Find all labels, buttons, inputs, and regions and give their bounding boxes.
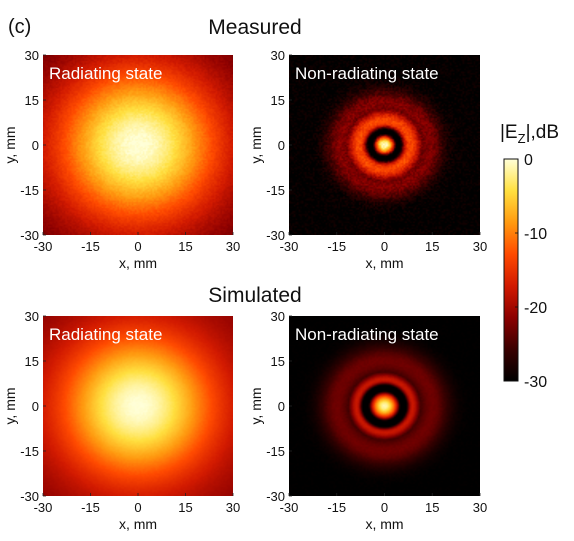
x-tick-label: 15 xyxy=(425,239,439,254)
heatmap-simulated-radiating: Radiating state -30 -15 0 15 30 30 15 0 -15 -30 x, … xyxy=(2,309,240,532)
y-tick-label: -30 xyxy=(266,489,285,504)
x-axis-label: x, mm xyxy=(365,516,403,532)
colorbar-tick-label: 0 xyxy=(524,152,533,169)
x-tick-label: 30 xyxy=(226,239,240,254)
x-tick-label: -15 xyxy=(81,239,100,254)
heatmap-measured-radiating: Radiating state -30 -15 0 15 30 30 15 0 -15 -30 x, … xyxy=(2,48,240,271)
colorbar-label-main: |E xyxy=(500,122,518,143)
x-tick-label: -30 xyxy=(34,500,53,515)
y-axis-label: y, mm xyxy=(2,387,18,424)
colorbar-tick-label: -10 xyxy=(524,226,547,243)
y-tick-label: -30 xyxy=(20,489,39,504)
y-axis-label: y, mm xyxy=(248,387,264,424)
x-tick-label: 30 xyxy=(473,500,487,515)
colorbar-gradient xyxy=(503,158,519,382)
y-tick-label: 15 xyxy=(25,93,39,108)
colorbar: |EZ|,dB 0 -10 -20 -30 xyxy=(500,122,559,391)
x-axis-label: x, mm xyxy=(119,255,157,271)
panel-title: Radiating state xyxy=(49,325,162,344)
y-tick-label: 30 xyxy=(25,48,39,63)
colorbar-tick-label: -30 xyxy=(524,374,547,391)
y-tick-label: 0 xyxy=(32,399,39,414)
x-axis-label: x, mm xyxy=(119,516,157,532)
heatmap-image xyxy=(43,55,233,235)
x-axis-label: x, mm xyxy=(365,255,403,271)
colorbar-label-sub: Z xyxy=(518,131,526,146)
row-title-simulated: Simulated xyxy=(208,284,301,307)
panel-title: Radiating state xyxy=(49,64,162,83)
y-axis-label: y, mm xyxy=(2,126,18,163)
heatmap-image xyxy=(289,316,480,496)
y-tick-label: 0 xyxy=(278,138,285,153)
y-axis-label: y, mm xyxy=(248,126,264,163)
heatmap-image xyxy=(289,55,480,235)
x-tick-label: -30 xyxy=(280,500,299,515)
panel-title: Non-radiating state xyxy=(295,325,439,344)
x-tick-label: 15 xyxy=(178,239,192,254)
x-tick-label: 0 xyxy=(381,500,388,515)
y-tick-label: 30 xyxy=(25,309,39,324)
x-tick-label: -15 xyxy=(327,500,346,515)
colorbar-label-suffix: |,dB xyxy=(526,122,559,143)
y-tick-label: -30 xyxy=(266,228,285,243)
y-tick-label: -15 xyxy=(20,444,39,459)
panel-label: (c) xyxy=(8,16,31,38)
x-tick-label: 0 xyxy=(381,239,388,254)
y-tick-label: 0 xyxy=(278,399,285,414)
y-tick-label: -15 xyxy=(266,183,285,198)
y-tick-label: 15 xyxy=(25,354,39,369)
y-tick-label: 30 xyxy=(271,48,285,63)
x-tick-label: -30 xyxy=(280,239,299,254)
x-tick-label: -30 xyxy=(34,239,53,254)
row-title-measured: Measured xyxy=(208,16,301,39)
y-tick-label: -15 xyxy=(20,183,39,198)
x-tick-label: 30 xyxy=(473,239,487,254)
colorbar-label: |EZ|,dB xyxy=(500,122,559,146)
colorbar-ticks: 0 -10 -20 -30 xyxy=(515,152,547,391)
heatmap-measured-nonradiating: Non-radiating state -30 -15 0 15 30 30 15 0 -15 -3… xyxy=(248,48,487,271)
colorbar-tick-label: -20 xyxy=(524,300,547,317)
x-tick-label: -15 xyxy=(327,239,346,254)
y-tick-label: -15 xyxy=(266,444,285,459)
y-tick-label: 15 xyxy=(271,93,285,108)
y-tick-label: 30 xyxy=(271,309,285,324)
heatmap-panels: Radiating state -30 -15 0 15 30 30 15 0 -15 -30 x, … xyxy=(2,48,487,532)
x-tick-label: 0 xyxy=(134,500,141,515)
heatmap-image xyxy=(43,316,233,496)
y-tick-label: -30 xyxy=(20,228,39,243)
heatmap-simulated-nonradiating: Non-radiating state -30 -15 0 15 30 30 15 0 -15 -3… xyxy=(248,309,487,532)
x-tick-label: 30 xyxy=(226,500,240,515)
x-tick-label: 15 xyxy=(178,500,192,515)
x-tick-label: 0 xyxy=(134,239,141,254)
y-tick-label: 15 xyxy=(271,354,285,369)
y-tick-label: 0 xyxy=(32,138,39,153)
panel-title: Non-radiating state xyxy=(295,64,439,83)
x-tick-label: 15 xyxy=(425,500,439,515)
x-tick-label: -15 xyxy=(81,500,100,515)
